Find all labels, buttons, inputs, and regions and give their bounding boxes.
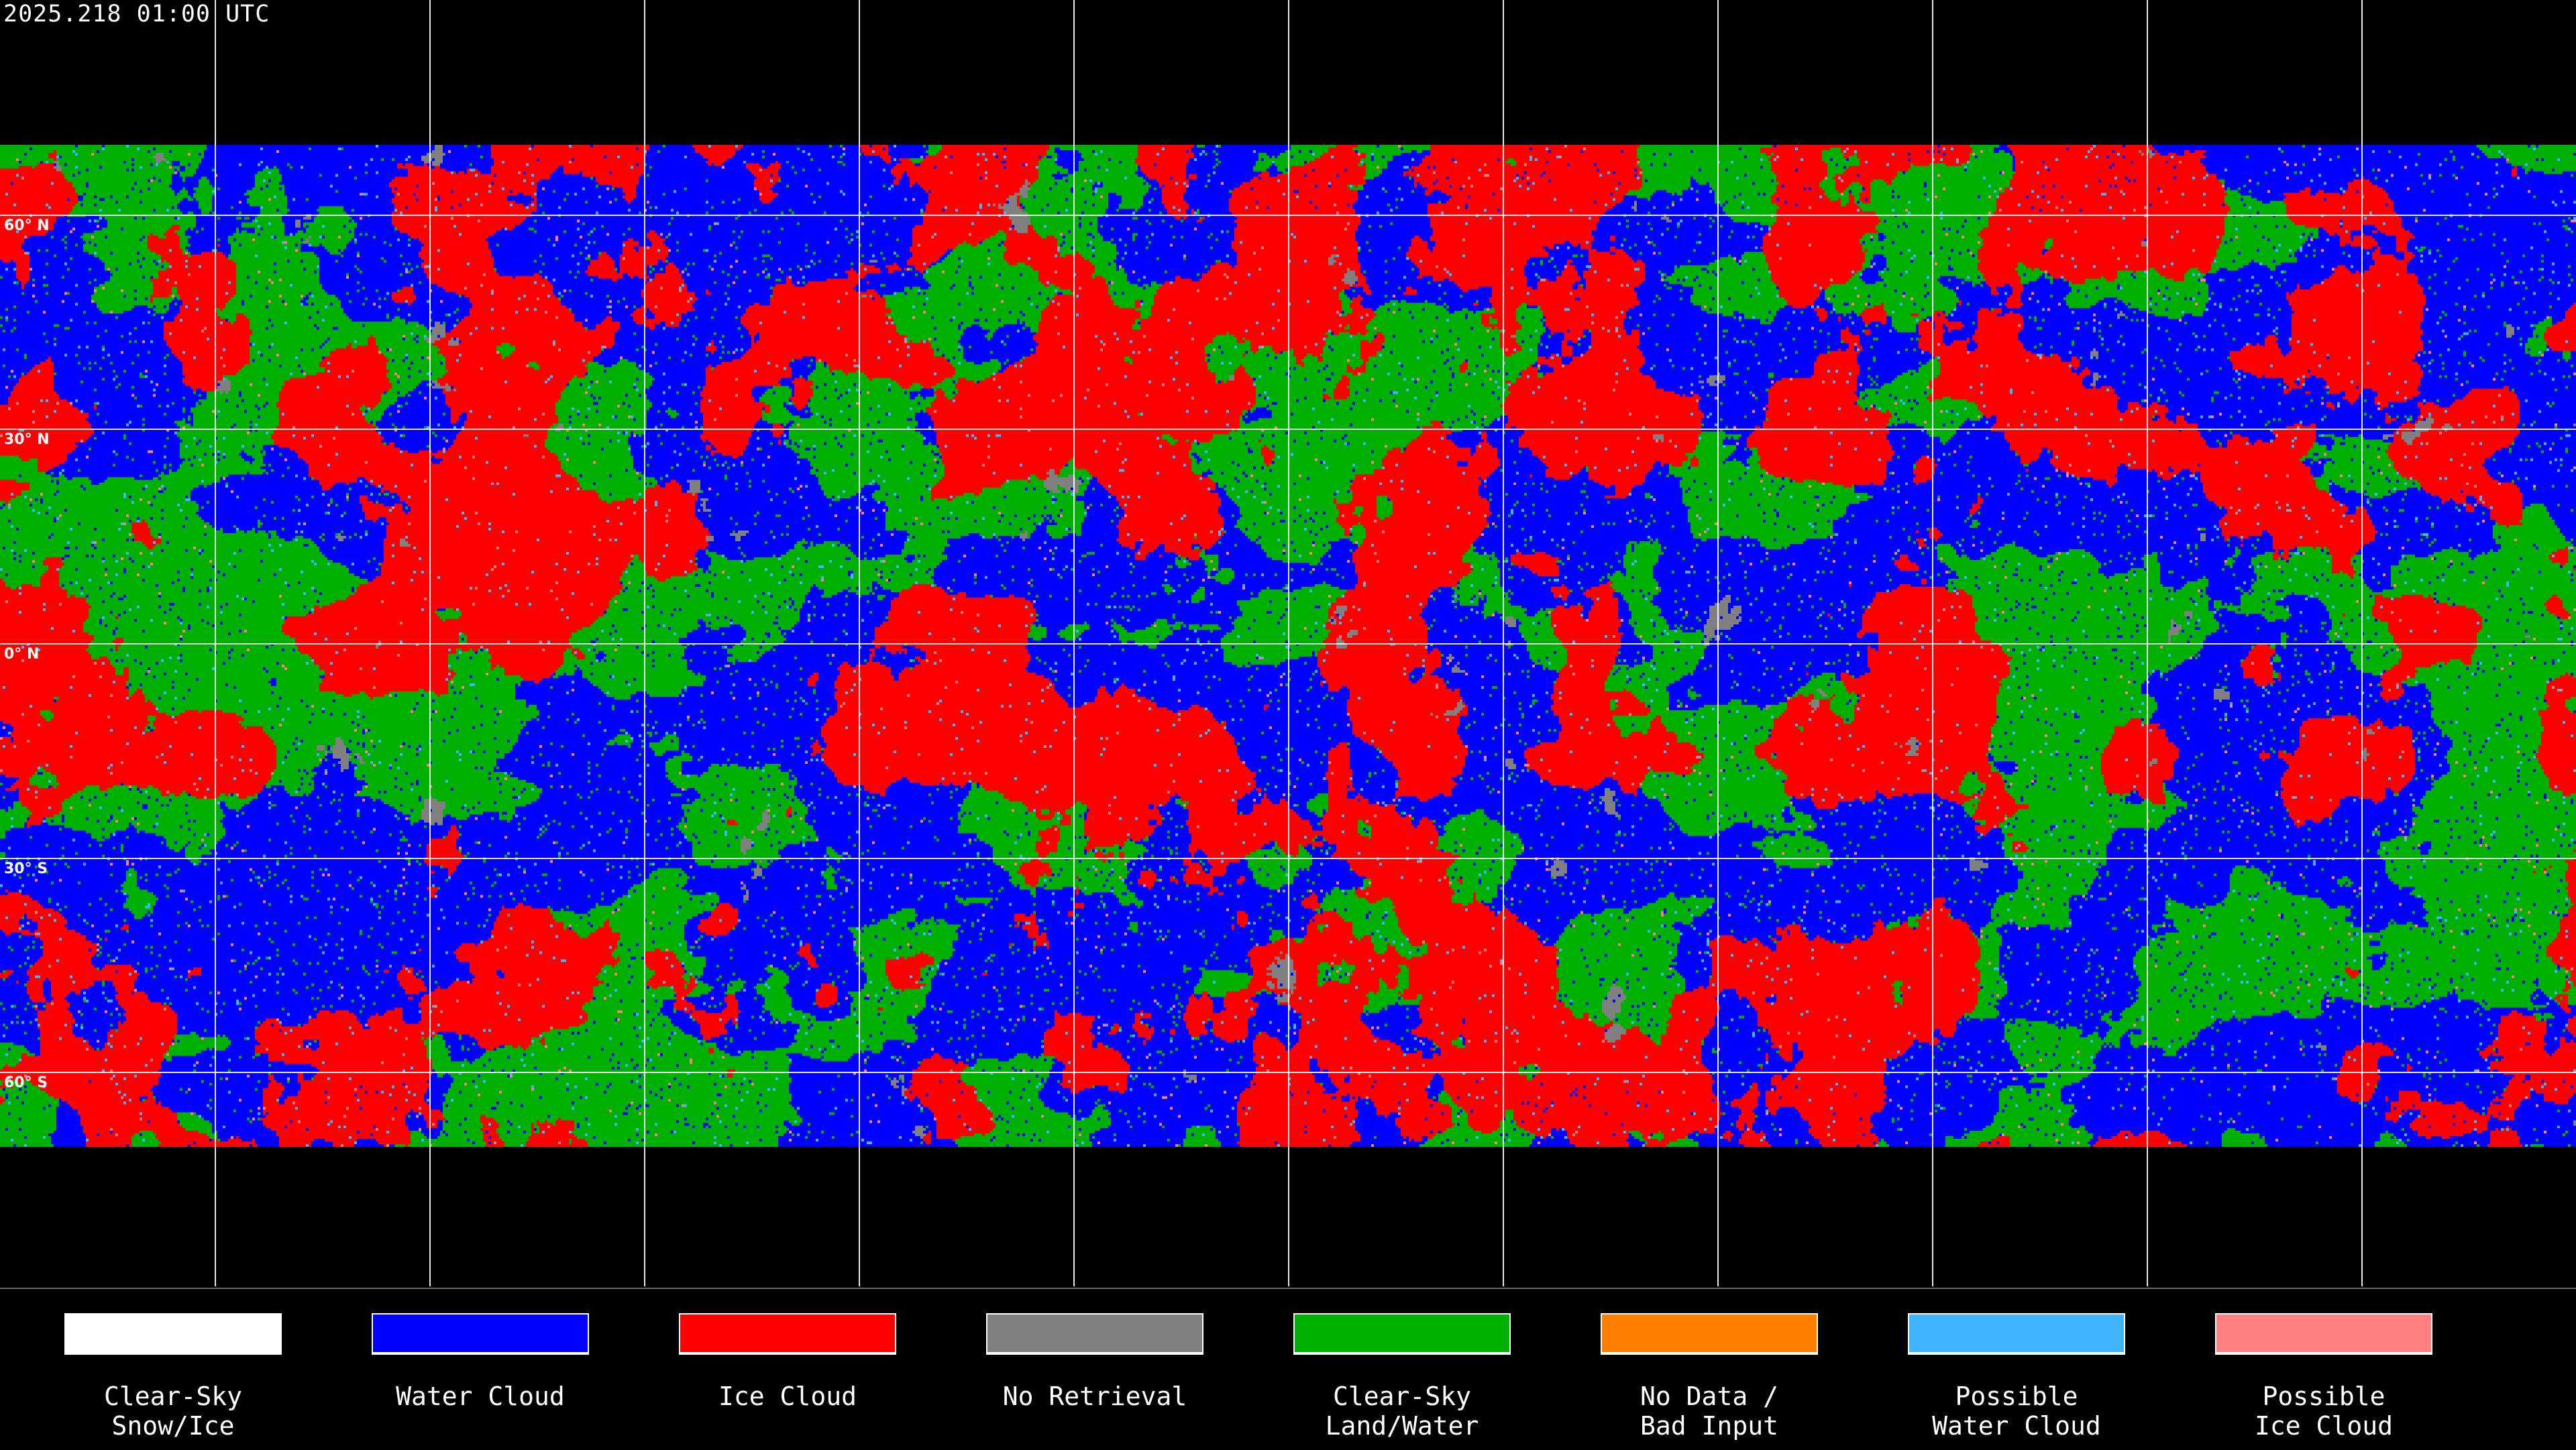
- latitude-gridline: [0, 429, 2576, 431]
- legend-label-line2: Water Cloud: [1932, 1411, 2101, 1441]
- legend-swatch: [1908, 1313, 2125, 1355]
- legend-label-line2: Snow/Ice: [111, 1411, 235, 1441]
- legend-label-line1: Clear-Sky: [104, 1382, 242, 1411]
- timestamp-title: 2025.218 01:00 UTC: [3, 1, 270, 27]
- legend-swatch: [372, 1313, 589, 1355]
- legend-swatch: [679, 1313, 896, 1355]
- legend-label-line2: Land/Water: [1325, 1411, 1479, 1441]
- legend-swatch: [986, 1313, 1203, 1355]
- latitude-label: 30° N: [4, 431, 50, 449]
- latitude-gridline: [0, 857, 2576, 859]
- legend-swatch: [64, 1313, 282, 1355]
- latitude-gridline: [0, 643, 2576, 645]
- cloud-phase-map: 60° N 30° N 0° N 30° S 60° S: [0, 0, 2576, 1286]
- latitude-label: 60° N: [4, 217, 50, 234]
- legend-item: Ice Cloud: [679, 1313, 896, 1411]
- legend-item: No Retrieval: [986, 1313, 1203, 1411]
- legend-item: Possible Ice Cloud: [2215, 1313, 2432, 1441]
- legend-label-line1: Ice Cloud: [718, 1382, 857, 1411]
- legend-swatch: [2215, 1313, 2432, 1355]
- legend-label-line2: Bad Input: [1640, 1411, 1778, 1441]
- legend-label-line1: No Data /: [1640, 1382, 1778, 1411]
- legend-label-line1: Water Cloud: [396, 1382, 565, 1411]
- latitude-label: 0° N: [4, 646, 40, 663]
- legend: Clear-Sky Snow/Ice Water Cloud Ice Cloud No …: [0, 1288, 2576, 1450]
- legend-label-line1: No Retrieval: [1002, 1382, 1187, 1411]
- legend-item: Clear-Sky Land/Water: [1293, 1313, 1511, 1441]
- legend-label-line1: Clear-Sky: [1333, 1382, 1471, 1411]
- legend-item: Water Cloud: [372, 1313, 589, 1411]
- legend-label-line1: Possible: [2262, 1382, 2385, 1411]
- latitude-label: 60° S: [4, 1074, 48, 1092]
- legend-label-line2: Ice Cloud: [2255, 1411, 2393, 1441]
- latitude-gridline: [0, 1072, 2576, 1074]
- legend-label-line1: Possible: [1955, 1382, 2078, 1411]
- legend-swatch: [1601, 1313, 1818, 1355]
- legend-item: Possible Water Cloud: [1908, 1313, 2125, 1441]
- latitude-gridline: [0, 214, 2576, 216]
- legend-item: Clear-Sky Snow/Ice: [64, 1313, 282, 1441]
- legend-item: No Data / Bad Input: [1601, 1313, 1818, 1441]
- legend-swatch: [1293, 1313, 1511, 1355]
- latitude-label: 30° S: [4, 860, 48, 877]
